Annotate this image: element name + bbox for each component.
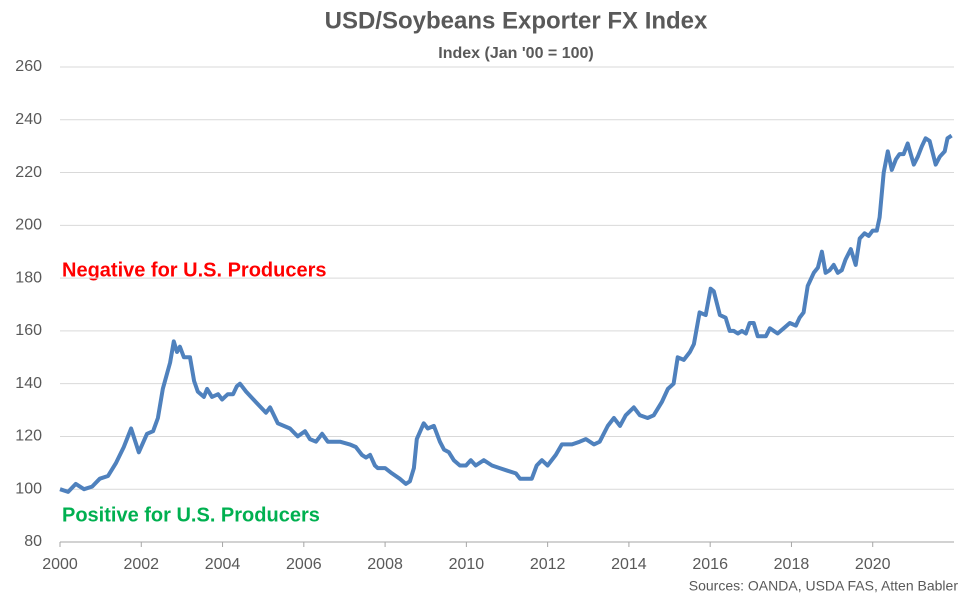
y-tick-label: 160 <box>15 322 42 339</box>
x-tick-label: 2012 <box>530 556 566 573</box>
y-tick-label: 180 <box>15 269 42 286</box>
y-tick-label: 260 <box>15 58 42 75</box>
y-tick-label: 240 <box>15 111 42 128</box>
x-tick-label: 2004 <box>205 556 241 573</box>
data-line <box>59 133 953 494</box>
chart-subtitle: Index (Jan '00 = 100) <box>438 45 593 62</box>
y-tick-label: 120 <box>15 428 42 445</box>
y-tick-label: 220 <box>15 164 42 181</box>
y-tick-label: 200 <box>15 217 42 234</box>
x-tick-label: 2000 <box>42 556 78 573</box>
x-tick-label: 2014 <box>611 556 647 573</box>
x-tick-label: 2008 <box>367 556 403 573</box>
x-tick-label: 2010 <box>449 556 485 573</box>
x-tick-label: 2018 <box>774 556 810 573</box>
y-tick-label: 140 <box>15 375 42 392</box>
x-tick-label: 2006 <box>286 556 322 573</box>
x-tick-label: 2002 <box>123 556 159 573</box>
chart-title: USD/Soybeans Exporter FX Index <box>325 7 708 34</box>
source-note: Sources: OANDA, USDA FAS, Atten Babler <box>689 578 959 594</box>
y-tick-label: 100 <box>15 480 42 497</box>
x-tick-label: 2016 <box>692 556 728 573</box>
annotation: Negative for U.S. Producers <box>62 259 327 281</box>
x-tick-label: 2020 <box>855 556 891 573</box>
annotation: Positive for U.S. Producers <box>62 504 320 526</box>
y-tick-label: 80 <box>24 533 42 550</box>
